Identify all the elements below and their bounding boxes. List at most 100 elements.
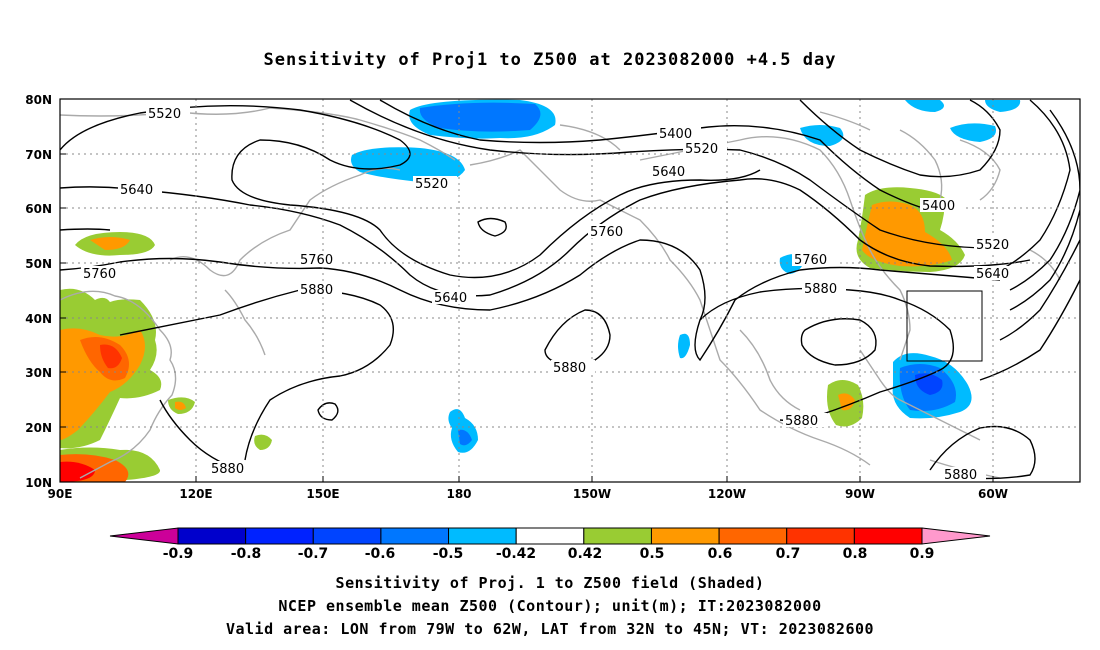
colorbar-low-arrow: [109, 527, 179, 545]
contour-5760-sib: [60, 228, 111, 231]
colorbar-cell: [245, 527, 314, 545]
positive-patch-central-asia-core: [90, 237, 130, 250]
caption-line-1: Sensitivity of Proj. 1 to Z500 field (Sh…: [335, 574, 765, 592]
colorbar-cell: [312, 527, 382, 545]
colorbar-label: -0.7: [298, 546, 329, 562]
contour-5520-east: [1009, 109, 1080, 291]
negative-patch-bering-core: [419, 102, 541, 132]
lon-label: 60W: [978, 487, 1008, 501]
lon-label: 180: [446, 487, 471, 501]
colorbar: [109, 527, 991, 545]
negative-patch-greenland: [950, 123, 996, 142]
lat-label: 20N: [25, 421, 52, 435]
contour-label: 5520: [148, 107, 181, 122]
colorbar-cell: [515, 527, 585, 545]
contour-label: 5880: [553, 361, 586, 376]
contour-label: 5520: [976, 238, 1009, 253]
colorbar-cell: [583, 527, 652, 545]
contour-label: 5880: [944, 468, 977, 483]
contour-label: 5640: [120, 183, 153, 198]
colorbar-label: 0.9: [910, 546, 935, 562]
colorbar-label: -0.9: [163, 546, 194, 562]
contour-label: 5880: [785, 414, 818, 429]
negative-patch-pacific: [678, 333, 690, 359]
contour-5880-gulf: [800, 318, 877, 366]
contour-label: 5760: [300, 253, 333, 268]
colorbar-cell: [786, 527, 855, 545]
contour-5880-main: [119, 289, 394, 461]
colorbar-label: 0.7: [776, 546, 801, 562]
colorbar-cell: [448, 527, 517, 545]
colorbar-cell: [177, 527, 247, 545]
negative-patch-aleutian: [351, 147, 465, 183]
lat-label: 30N: [25, 366, 52, 380]
contour-5880-se: [929, 425, 1036, 480]
contour-label: 5640: [652, 165, 685, 180]
colorbar-label: 0.6: [708, 546, 733, 562]
contour-label: 5760: [83, 267, 116, 282]
contour-5400-greenland: [799, 99, 1001, 178]
colorbar-label: -0.8: [231, 546, 262, 562]
contour-label: 5640: [434, 291, 467, 306]
contour-label: 5760: [590, 225, 623, 240]
negative-patch-hawaii-core: [458, 429, 472, 446]
negative-patch-arctic: [905, 100, 944, 112]
contour-label: 5520: [685, 142, 718, 157]
negative-patch-arctic2: [985, 100, 1021, 112]
lon-label: 120E: [179, 487, 212, 501]
positive-patch-newfoundland-orange: [862, 201, 952, 267]
contour-label: 5640: [976, 267, 1009, 282]
positive-patch-china-red: [100, 344, 122, 369]
contour-label: 5880: [804, 282, 837, 297]
contour-5520-nw: [60, 104, 761, 279]
tick-marks: [60, 98, 994, 482]
valid-area-box: [906, 290, 983, 362]
colorbar-label: 0.8: [843, 546, 868, 562]
positive-patch-philippines: [254, 434, 272, 450]
colorbar-label: -0.6: [365, 546, 396, 562]
contour-label: 5400: [922, 199, 955, 214]
colorbar-cell: [853, 527, 923, 545]
positive-patch-gulf-core: [838, 393, 855, 411]
contour-5760-east: [999, 239, 1080, 341]
contour-label: 5880: [300, 283, 333, 298]
gridlines: [60, 99, 1080, 482]
contour-label: 5520: [415, 177, 448, 192]
lat-label: 40N: [25, 312, 52, 326]
contour-5640-w: [60, 178, 1031, 297]
lat-label: 50N: [25, 257, 52, 271]
positive-patch-taiwan-core: [175, 401, 186, 410]
coastlines: [60, 107, 1061, 479]
lat-label: 60N: [25, 202, 52, 216]
lon-label: 150W: [573, 487, 611, 501]
lon-label: 120W: [708, 487, 746, 501]
positive-patch-south-china-red: [60, 461, 95, 482]
contour-5760-w: [60, 239, 1001, 362]
contour-label: 5760: [794, 253, 827, 268]
lat-label: 10N: [25, 476, 52, 490]
colorbar-label: 0.5: [640, 546, 665, 562]
contour-5400-east: [999, 99, 1071, 271]
contour-5880-east2: [979, 279, 1080, 381]
colorbar-label: -0.5: [433, 546, 464, 562]
negative-patch-bahamas-core: [915, 373, 943, 395]
caption-line-2: NCEP ensemble mean Z500 (Contour); unit(…: [278, 597, 822, 615]
contour-5880-east: [699, 287, 954, 422]
z500-contours: [60, 99, 1080, 480]
contour-label: 5880: [211, 462, 244, 477]
colorbar-cell: [718, 527, 788, 545]
lon-label: 90E: [48, 487, 73, 501]
colorbar-label: 0.42: [568, 546, 603, 562]
lon-label: 150E: [306, 487, 339, 501]
plot-frame: [59, 98, 1081, 483]
contour-label: 5400: [659, 127, 692, 142]
contour-5640-east: [1009, 209, 1080, 311]
colorbar-cell: [380, 527, 450, 545]
colorbar-high-arrow: [921, 527, 991, 545]
caption-line-3: Valid area: LON from 79W to 62W, LAT fro…: [225, 620, 875, 638]
lat-label: 70N: [25, 148, 52, 162]
contour-small-alaska: [477, 217, 507, 237]
lat-label: 80N: [25, 93, 52, 107]
colorbar-cell: [650, 527, 720, 545]
